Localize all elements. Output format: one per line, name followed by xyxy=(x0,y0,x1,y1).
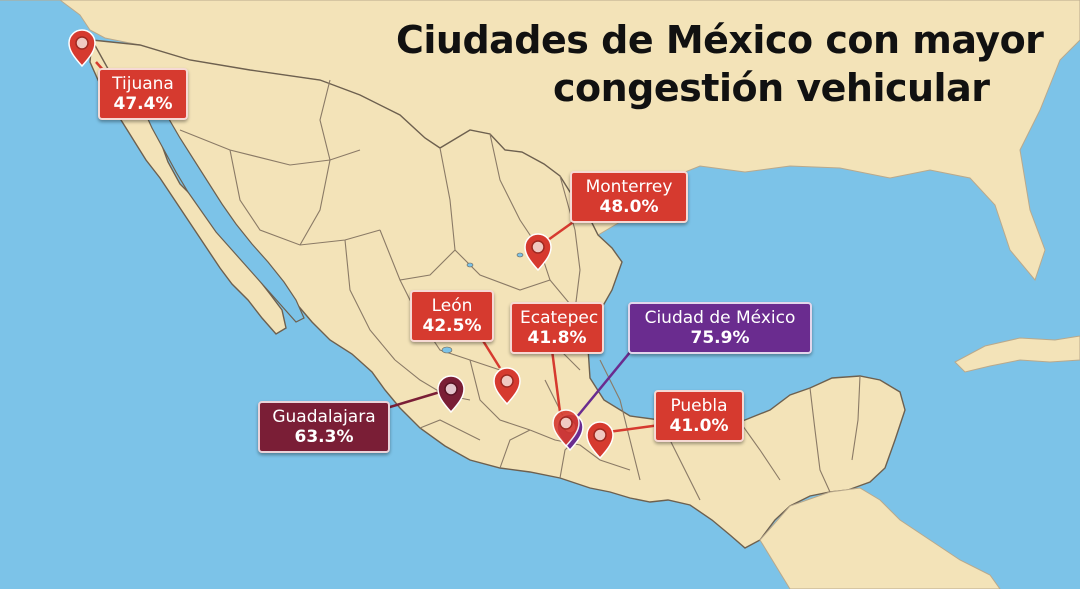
city-name: Monterrey xyxy=(585,177,673,197)
label-puebla[interactable]: Puebla 41.0% xyxy=(654,390,744,443)
label-monterrey[interactable]: Monterrey 48.0% xyxy=(570,171,688,224)
guadalajara-leader xyxy=(379,390,441,412)
city-name: Tijuana xyxy=(112,74,174,94)
label-tijuana[interactable]: Tijuana 47.4% xyxy=(98,68,188,121)
title-line-2: congestión vehicular xyxy=(553,66,990,110)
city-value: 75.9% xyxy=(690,328,750,349)
pin-puebla[interactable] xyxy=(586,421,614,460)
city-value: 48.0% xyxy=(599,197,659,218)
city-name: Guadalajara xyxy=(272,407,376,427)
lakes xyxy=(441,252,524,354)
city-name: León xyxy=(431,296,473,316)
city-name: Ciudad de México xyxy=(644,308,796,328)
city-name: Puebla xyxy=(670,396,728,416)
pin-guadalajara[interactable] xyxy=(437,375,465,414)
label-ecatepec[interactable]: Ecatepec 41.8% xyxy=(510,302,604,355)
city-value: 41.0% xyxy=(669,416,729,437)
city-value: 42.5% xyxy=(422,316,482,337)
city-value: 47.4% xyxy=(113,94,173,115)
pin-monterrey[interactable] xyxy=(524,233,552,272)
ecatepec-leader xyxy=(550,349,562,413)
puebla-leader xyxy=(607,423,661,434)
label-cdmx[interactable]: Ciudad de México 75.9% xyxy=(628,302,812,355)
city-name: Ecatepec xyxy=(520,308,599,328)
title-line-1: Ciudades de México con mayor xyxy=(396,18,1044,62)
city-value: 63.3% xyxy=(294,427,354,448)
gulf-of-california xyxy=(131,68,305,323)
label-leon[interactable]: León 42.5% xyxy=(410,290,494,343)
pin-leon[interactable] xyxy=(493,367,521,406)
pin-tijuana[interactable] xyxy=(68,18,96,68)
central-america-land xyxy=(759,487,1001,589)
label-guadalajara[interactable]: Guadalajara 63.3% xyxy=(258,401,390,454)
city-value: 41.8% xyxy=(527,328,587,349)
pin-ecatepec[interactable] xyxy=(552,409,580,448)
cuba-land xyxy=(954,335,1080,373)
